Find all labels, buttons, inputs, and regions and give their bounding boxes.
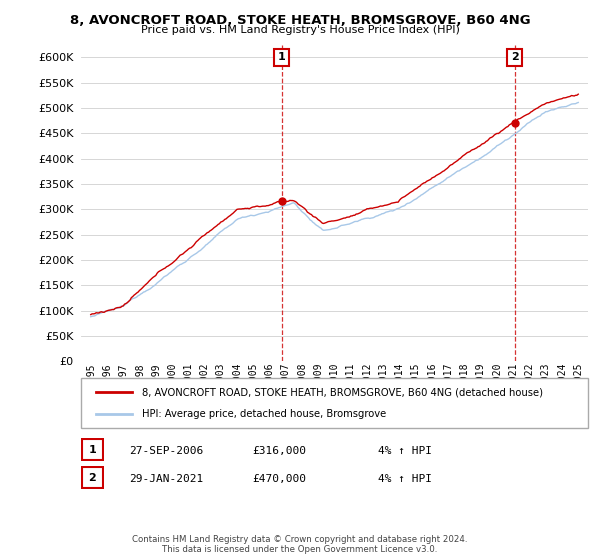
FancyBboxPatch shape: [82, 439, 103, 460]
FancyBboxPatch shape: [82, 467, 103, 488]
Text: Price paid vs. HM Land Registry's House Price Index (HPI): Price paid vs. HM Land Registry's House …: [140, 25, 460, 35]
Text: £470,000: £470,000: [252, 474, 306, 484]
Text: 1: 1: [89, 445, 96, 455]
Text: £316,000: £316,000: [252, 446, 306, 456]
Text: HPI: Average price, detached house, Bromsgrove: HPI: Average price, detached house, Brom…: [142, 409, 386, 419]
Text: 8, AVONCROFT ROAD, STOKE HEATH, BROMSGROVE, B60 4NG (detached house): 8, AVONCROFT ROAD, STOKE HEATH, BROMSGRO…: [142, 387, 543, 397]
FancyBboxPatch shape: [81, 378, 588, 428]
Text: 2: 2: [89, 473, 96, 483]
Text: 29-JAN-2021: 29-JAN-2021: [129, 474, 203, 484]
Text: Contains HM Land Registry data © Crown copyright and database right 2024.
This d: Contains HM Land Registry data © Crown c…: [132, 535, 468, 554]
Text: 4% ↑ HPI: 4% ↑ HPI: [378, 446, 432, 456]
Text: 8, AVONCROFT ROAD, STOKE HEATH, BROMSGROVE, B60 4NG: 8, AVONCROFT ROAD, STOKE HEATH, BROMSGRO…: [70, 14, 530, 27]
Text: 1: 1: [278, 53, 286, 63]
Text: 27-SEP-2006: 27-SEP-2006: [129, 446, 203, 456]
Text: 4% ↑ HPI: 4% ↑ HPI: [378, 474, 432, 484]
Text: 2: 2: [511, 53, 518, 63]
